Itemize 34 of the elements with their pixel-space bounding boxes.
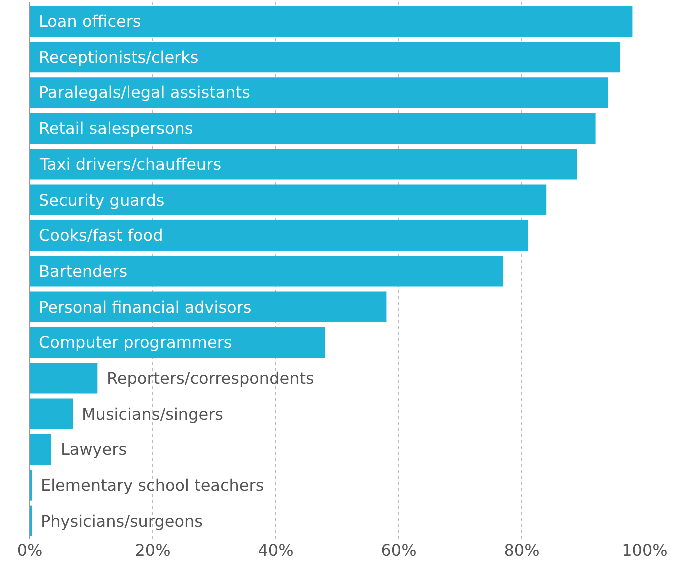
bar xyxy=(30,220,528,252)
bar xyxy=(30,78,608,108)
bar xyxy=(30,149,578,180)
y-tick-label: Taxi drivers/chauffeurs xyxy=(39,155,222,174)
y-tick-label: Lawyers xyxy=(61,440,128,459)
y-tick-label: Loan officers xyxy=(39,12,142,31)
y-tick-label: Security guards xyxy=(39,191,165,210)
y-tick-label: Retail salespersons xyxy=(39,119,194,138)
x-tick-label: 20% xyxy=(135,541,171,560)
bar xyxy=(30,42,620,73)
bar xyxy=(30,327,326,358)
x-tick-label: 60% xyxy=(381,541,417,560)
bar xyxy=(30,398,74,430)
y-tick-label: Reporters/correspondents xyxy=(107,369,314,388)
bar xyxy=(30,292,387,322)
y-tick-label: Receptionists/clerks xyxy=(39,48,199,67)
bar xyxy=(30,184,547,216)
y-tick-label: Elementary school teachers xyxy=(41,476,264,495)
y-tick-label: Cooks/fast food xyxy=(39,226,164,245)
bar xyxy=(30,256,504,287)
y-tick-label: Physicians/surgeons xyxy=(41,512,203,531)
y-tick-label: Personal financial advisors xyxy=(39,298,252,317)
x-tick-label: 40% xyxy=(258,541,294,560)
y-tick-label: Bartenders xyxy=(39,262,128,281)
y-tick-label: Computer programmers xyxy=(39,333,232,352)
y-tick-label: Musicians/singers xyxy=(82,405,224,424)
bar xyxy=(30,434,52,466)
bar xyxy=(30,113,596,144)
x-tick-label: 0% xyxy=(17,541,43,560)
x-tick-label: 100% xyxy=(622,541,668,560)
bar xyxy=(30,363,98,394)
bar xyxy=(30,6,633,37)
y-tick-label: Paralegals/legal assistants xyxy=(39,83,250,102)
x-tick-label: 80% xyxy=(504,541,540,560)
